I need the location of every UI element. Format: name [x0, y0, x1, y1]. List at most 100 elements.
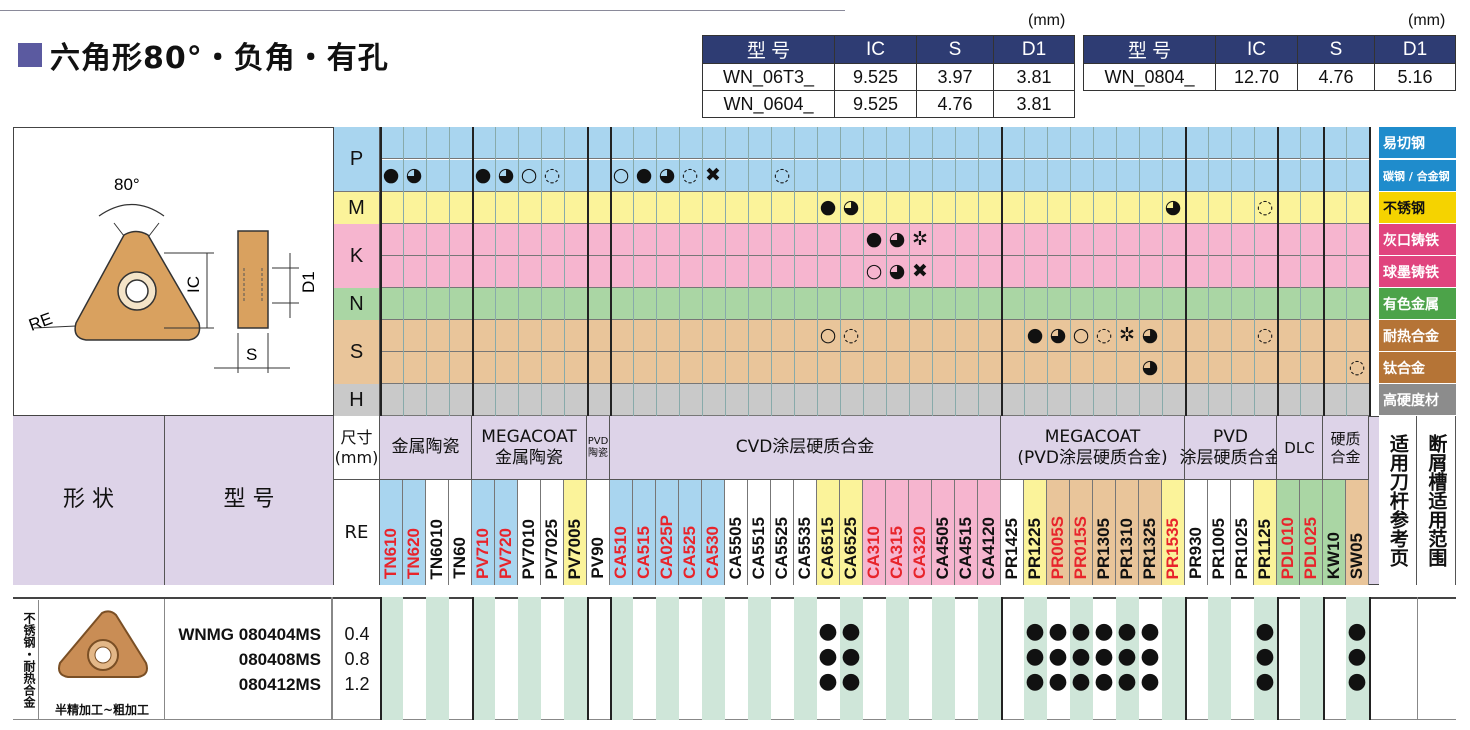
grade-label: PR1535 — [1163, 517, 1182, 579]
column-stripe — [564, 597, 587, 720]
grade-mark: ◌ — [1256, 324, 1274, 346]
grade-mark: ◌ — [543, 164, 561, 186]
material-row — [334, 160, 1369, 192]
material-row — [334, 288, 1369, 320]
grade-column-header: PR1535 — [1162, 480, 1185, 585]
grade-mark: ● — [382, 164, 400, 186]
grade-label: PR1125 — [1255, 518, 1274, 580]
column-stripe — [840, 597, 863, 720]
grade-column-header: CA525 — [679, 480, 702, 585]
unit-label-right: (mm) — [1408, 12, 1446, 29]
grade-mark: ◕ — [1164, 196, 1182, 218]
grade-label: CA025P — [657, 514, 676, 579]
group-divider — [1185, 597, 1187, 720]
grid-line — [794, 127, 795, 416]
grid-line — [1116, 127, 1117, 416]
grid-line — [886, 127, 887, 416]
column-stripe — [886, 597, 909, 720]
grid-line — [426, 127, 427, 416]
spec-table-right: 型 号 IC S D1 WN_0804_ 12.70 4.76 5.16 — [1083, 35, 1456, 91]
grade-mark: ○ — [1072, 324, 1090, 346]
material-code-m: M — [334, 192, 380, 224]
grade-column-header: CA4120 — [978, 480, 1001, 585]
grade-column-header: CA5535 — [794, 480, 817, 585]
group-divider — [587, 127, 589, 585]
grid-line — [1346, 127, 1347, 416]
applicable-dot: ● — [1347, 619, 1367, 644]
grade-column-header: CA4515 — [955, 480, 978, 585]
ic-label: IC — [184, 276, 203, 293]
grade-column-header: PR930 — [1185, 480, 1208, 585]
grid-line — [1231, 127, 1232, 416]
grid-line — [1024, 127, 1025, 416]
column-stripe — [1024, 597, 1047, 720]
grade-column-header: CA6525 — [840, 480, 863, 585]
grid-line — [932, 127, 933, 416]
column-stripe — [748, 597, 771, 720]
re-value: 0.4 — [344, 624, 370, 644]
grade-mark: ◌ — [1348, 356, 1366, 378]
grade-column-header: TN610 — [380, 480, 403, 585]
grade-label: CA320 — [910, 526, 929, 579]
grid-line — [1070, 127, 1071, 416]
applicable-dot: ● — [1094, 669, 1114, 694]
group-divider — [610, 597, 612, 720]
grid-line — [1093, 127, 1094, 416]
grade-mark: ◕ — [497, 164, 515, 186]
grade-label: PV7010 — [519, 518, 538, 580]
grade-label: CA5535 — [795, 516, 814, 579]
applicable-dot: ● — [1347, 669, 1367, 694]
grade-label: PR1425 — [1002, 517, 1021, 579]
column-stripe — [426, 597, 449, 720]
applicable-dot: ● — [1048, 644, 1068, 669]
material-label: 球墨铸铁 — [1379, 256, 1456, 288]
product-models: WNMG 080404MS 080408MS 080412MS — [165, 622, 331, 697]
grade-column-header: PV7025 — [541, 480, 564, 585]
applicable-dot: ● — [1117, 644, 1137, 669]
grade-label: CA6515 — [818, 516, 837, 579]
applicable-dot: ● — [1025, 669, 1045, 694]
applicable-dot: ● — [1094, 644, 1114, 669]
grade-label: TN610 — [381, 527, 400, 579]
applicable-dot: ● — [1025, 619, 1045, 644]
grade-column-header: PR1225 — [1024, 480, 1047, 585]
grade-mark: ◌ — [681, 164, 699, 186]
applicable-dot: ● — [1025, 644, 1045, 669]
grid-line — [978, 127, 979, 416]
grade-label: PR1310 — [1117, 517, 1136, 579]
spec-table-left: 型 号 IC S D1 WN_06T3_ 9.525 3.97 3.81 WN_060… — [702, 35, 1075, 118]
grade-column-header: PV90 — [587, 480, 610, 585]
material-row — [334, 127, 1369, 159]
grade-label: CA515 — [634, 526, 653, 579]
grade-column-header: CA4505 — [932, 480, 955, 585]
applicable-dot: ● — [1048, 669, 1068, 694]
grade-column-header: CA5505 — [725, 480, 748, 585]
model-name: 080412MS — [238, 675, 321, 694]
group-divider — [1369, 127, 1371, 585]
grid-line — [1139, 127, 1140, 416]
grade-label: CA315 — [887, 526, 906, 579]
grade-label: PR1025 — [1232, 517, 1251, 579]
grid-line — [725, 127, 726, 416]
grid-line — [748, 127, 749, 416]
grid-line — [909, 127, 910, 416]
grade-column-header: PR1310 — [1116, 480, 1139, 585]
grade-label: PV7005 — [565, 518, 584, 580]
grade-column-header: CA530 — [702, 480, 725, 585]
top-rule — [0, 10, 845, 11]
grid-line — [771, 127, 772, 416]
group-divider — [1001, 127, 1003, 585]
grade-column-header: CA315 — [886, 480, 909, 585]
group-header: MEGACOAT 金属陶瓷 — [472, 416, 587, 480]
grade-label: CA4515 — [956, 516, 975, 579]
column-stripe — [1070, 597, 1093, 720]
group-header: DLC — [1277, 416, 1323, 480]
product-image: 半精加工~粗加工 — [40, 599, 165, 720]
shape-header: 形 状 — [13, 416, 165, 585]
grade-mark: ◕ — [1049, 324, 1067, 346]
grid-line — [403, 127, 404, 416]
re-value: 1.2 — [344, 674, 370, 694]
applicable-dot: ● — [1117, 619, 1137, 644]
grid-line — [1300, 127, 1301, 416]
group-divider — [587, 597, 589, 720]
